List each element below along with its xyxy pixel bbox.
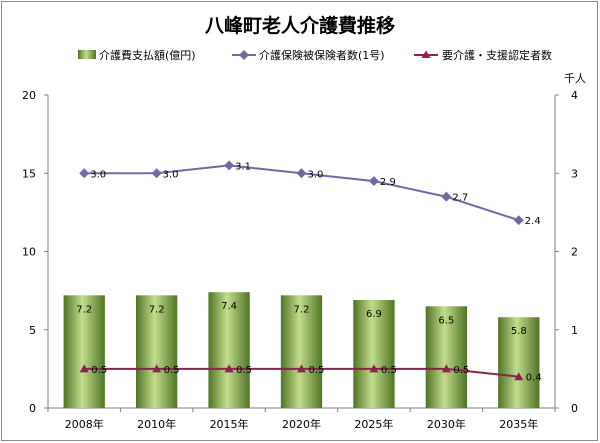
chart-title: 八峰町老人介護費推移 xyxy=(205,14,395,37)
certified-data-label: 0.5 xyxy=(91,365,107,376)
left-tick-label: 0 xyxy=(29,402,36,415)
certified-point xyxy=(369,364,379,373)
bar xyxy=(280,295,323,408)
insured-data-label: 2.9 xyxy=(380,177,396,188)
x-tick-label: 2025年 xyxy=(354,417,393,431)
bar-data-label: 6.9 xyxy=(366,309,382,320)
bar-data-label: 5.8 xyxy=(511,326,527,337)
right-tick-label: 3 xyxy=(571,167,578,180)
right-axis-unit: 千人 xyxy=(564,72,586,85)
x-tick-label: 2010年 xyxy=(137,417,176,431)
certified-point xyxy=(152,364,162,373)
left-tick-label: 10 xyxy=(22,246,36,259)
bar xyxy=(208,292,250,408)
bar xyxy=(498,317,540,408)
bar xyxy=(353,300,395,408)
legend-swatch-bar xyxy=(78,50,96,59)
left-tick-label: 5 xyxy=(29,324,36,337)
legend-label-certified: 要介護・支援認定者数 xyxy=(442,48,552,62)
bar xyxy=(136,295,178,408)
certified-data-label: 0.5 xyxy=(381,365,397,376)
certified-point xyxy=(441,364,451,373)
lines xyxy=(79,160,524,381)
x-tick-label: 2035年 xyxy=(499,417,538,431)
insured-point xyxy=(513,215,524,226)
right-tick-label: 4 xyxy=(571,89,578,102)
certified-data-label: 0.5 xyxy=(309,365,325,376)
right-tick-label: 0 xyxy=(571,402,578,415)
left-tick-label: 20 xyxy=(22,89,36,102)
legend-swatch-certified-marker xyxy=(421,50,431,58)
insured-data-label: 2.4 xyxy=(525,216,541,227)
certified-data-label: 0.5 xyxy=(453,365,469,376)
bar-data-label: 6.5 xyxy=(438,315,454,326)
insured-data-label: 3.0 xyxy=(308,169,324,180)
bar-data-label: 7.4 xyxy=(221,301,237,312)
x-tick-label: 2008年 xyxy=(65,417,104,431)
certified-data-label: 0.5 xyxy=(164,365,180,376)
certified-point xyxy=(79,364,89,373)
bar xyxy=(425,306,467,408)
insured-point xyxy=(368,176,379,187)
bar-data-label: 7.2 xyxy=(294,304,310,315)
legend: 介護費支払額(億円) 介護保険被保険者数(1号) 要介護・支援認定者数 xyxy=(78,48,552,62)
insured-data-label: 3.1 xyxy=(235,161,251,172)
certified-point xyxy=(514,372,524,381)
x-tick-label: 2030年 xyxy=(427,417,466,431)
certified-point xyxy=(224,364,234,373)
insured-point xyxy=(79,168,90,179)
certified-point xyxy=(297,364,306,373)
left-tick-label: 15 xyxy=(22,167,36,180)
insured-point xyxy=(296,168,307,179)
bar-data-label: 7.2 xyxy=(76,304,92,315)
bar xyxy=(63,295,105,408)
insured-data-label: 2.7 xyxy=(452,193,468,204)
x-tick-label: 2015年 xyxy=(210,417,249,431)
right-tick-label: 2 xyxy=(571,246,578,259)
bar-data-label: 7.2 xyxy=(149,304,165,315)
legend-label-bar: 介護費支払額(億円) xyxy=(99,48,196,62)
data-labels: 7.2 7.2 7.4 7.2 6.9 6.5 5.8 3.0 3.0 3.1 3.0 2.9 2.7 2… xyxy=(76,161,541,383)
insured-point xyxy=(441,191,452,202)
certified-data-label: 0.5 xyxy=(236,365,252,376)
x-tick-label: 2020年 xyxy=(282,417,321,431)
right-tick-label: 1 xyxy=(571,324,578,337)
certified-data-label: 0.4 xyxy=(526,373,542,384)
insured-point xyxy=(151,168,162,179)
legend-swatch-insured-marker xyxy=(239,50,249,60)
insured-data-label: 3.0 xyxy=(163,169,179,180)
legend-label-insured: 介護保険被保険者数(1号) xyxy=(259,48,385,62)
insured-point xyxy=(224,160,235,171)
bars xyxy=(63,292,540,408)
insured-data-label: 3.0 xyxy=(90,169,106,180)
